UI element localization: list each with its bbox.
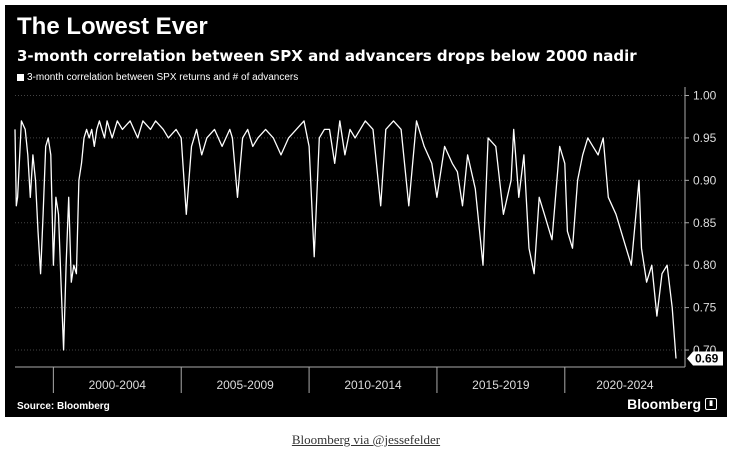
caption-link[interactable]: Bloomberg via @jessefelder (291, 432, 441, 447)
last-value-badge (687, 351, 723, 366)
legend-swatch (17, 74, 24, 81)
last-value-label: 0.69 (695, 352, 719, 366)
y-tick-label-5: 0.75 (693, 301, 717, 315)
source-note: Source: Bloomberg (17, 401, 110, 412)
x-tick-label-2: 2010-2014 (344, 378, 402, 392)
y-tick-label-2: 0.90 (693, 173, 717, 187)
brand: Bloomberg ▮ (627, 396, 717, 412)
legend: 3-month correlation between SPX returns … (17, 72, 298, 83)
brand-name: Bloomberg (627, 396, 701, 412)
x-tick-label-3: 2015-2019 (472, 378, 530, 392)
x-tick-label-4: 2020-2024 (596, 378, 654, 392)
chart-title: The Lowest Ever (17, 13, 208, 40)
y-tick-label-3: 0.85 (693, 216, 717, 230)
series-line (14, 120, 677, 359)
y-tick-label-1: 0.95 (693, 131, 717, 145)
legend-label: 3-month correlation between SPX returns … (27, 72, 299, 83)
chart-subtitle: 3-month correlation between SPX and adva… (17, 47, 637, 65)
x-tick-label-0: 2000-2004 (89, 378, 147, 392)
y-tick-label-4: 0.80 (693, 258, 717, 272)
y-tick-label-0: 1.00 (693, 88, 717, 102)
chart-panel: 1.00 0.95 0.90 0.85 0.80 0.75 0.70 2000-2004 200… (5, 5, 727, 417)
chart-icon: ▮ (705, 398, 717, 410)
x-tick-label-1: 2005-2009 (216, 378, 274, 392)
